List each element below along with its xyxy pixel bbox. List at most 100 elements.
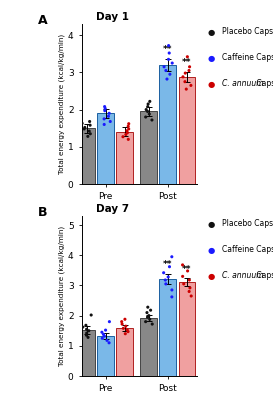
Point — [148, 98, 152, 104]
Point — [102, 116, 106, 122]
Text: B: B — [38, 206, 48, 219]
Point — [165, 76, 169, 82]
Y-axis label: Total energy expenditure (kcal/kg/min): Total energy expenditure (kcal/kg/min) — [58, 226, 65, 366]
Bar — [97, 336, 114, 376]
Text: Day 7: Day 7 — [96, 204, 129, 214]
Point — [149, 307, 153, 313]
Point — [84, 326, 89, 332]
Bar — [117, 328, 133, 376]
Point — [147, 316, 152, 322]
Bar — [78, 128, 95, 184]
Point — [88, 130, 93, 137]
Text: ●: ● — [207, 28, 215, 36]
Text: ●: ● — [207, 220, 215, 228]
Text: ●: ● — [207, 80, 215, 88]
Point — [163, 277, 167, 283]
Point — [87, 328, 91, 334]
Point — [167, 264, 172, 270]
Point — [123, 330, 127, 337]
Point — [150, 321, 155, 327]
Text: ●: ● — [207, 54, 215, 62]
Point — [100, 335, 105, 342]
Point — [187, 277, 192, 283]
Text: Placebo Capsule: Placebo Capsule — [222, 220, 273, 228]
Point — [101, 331, 106, 338]
Bar — [140, 318, 157, 376]
Point — [187, 64, 192, 70]
Point — [164, 67, 168, 74]
Point — [164, 281, 168, 287]
Point — [182, 281, 186, 287]
Bar — [140, 112, 157, 184]
Point — [146, 101, 150, 107]
Text: **: ** — [182, 265, 192, 274]
Text: Day 1: Day 1 — [96, 12, 129, 22]
Point — [103, 108, 107, 114]
Point — [86, 334, 90, 340]
Point — [185, 54, 189, 60]
Point — [126, 136, 130, 142]
Text: Caffeine Capsule: Caffeine Capsule — [222, 54, 273, 62]
Point — [89, 312, 93, 318]
Point — [108, 118, 112, 125]
Point — [126, 123, 130, 130]
Point — [81, 324, 85, 330]
Bar — [117, 132, 133, 184]
Point — [121, 325, 126, 332]
Point — [145, 310, 149, 316]
Point — [121, 134, 125, 140]
Text: Capsule: Capsule — [254, 272, 273, 280]
Point — [167, 42, 171, 49]
Point — [80, 120, 84, 126]
Point — [180, 262, 185, 268]
Point — [144, 106, 148, 113]
Point — [88, 122, 92, 128]
Point — [166, 56, 171, 62]
Point — [181, 74, 185, 80]
Point — [107, 110, 111, 116]
Point — [100, 329, 104, 336]
Point — [144, 318, 148, 325]
Point — [146, 304, 150, 310]
Point — [107, 340, 111, 346]
Text: Placebo Capsule: Placebo Capsule — [222, 28, 273, 36]
Bar — [179, 77, 195, 184]
Point — [189, 293, 193, 299]
Text: Caffeine Capsule: Caffeine Capsule — [222, 246, 273, 254]
Point — [150, 117, 154, 123]
Point — [145, 314, 150, 320]
Point — [127, 120, 131, 127]
Point — [124, 131, 128, 138]
Point — [103, 105, 107, 112]
Point — [84, 332, 89, 338]
Point — [87, 128, 91, 134]
Point — [84, 322, 88, 328]
Text: C. annuum: C. annuum — [222, 272, 264, 280]
Point — [102, 121, 106, 128]
Point — [146, 108, 150, 115]
Text: **: ** — [163, 45, 173, 54]
Point — [126, 126, 131, 132]
Point — [166, 274, 170, 280]
Point — [82, 126, 86, 132]
Point — [180, 273, 185, 280]
Point — [123, 316, 127, 322]
Point — [125, 327, 129, 333]
Point — [102, 104, 107, 110]
Bar — [97, 113, 114, 184]
Point — [162, 64, 166, 70]
Point — [106, 113, 111, 120]
Point — [125, 128, 129, 134]
Point — [144, 114, 148, 120]
Point — [107, 318, 112, 325]
Text: ●: ● — [207, 272, 215, 280]
Point — [105, 337, 109, 344]
Point — [170, 254, 174, 260]
Point — [124, 323, 128, 329]
Point — [185, 268, 190, 274]
Text: **: ** — [182, 58, 192, 67]
Point — [120, 321, 124, 327]
Point — [85, 330, 89, 336]
Text: Capsule: Capsule — [254, 80, 273, 88]
Text: ●: ● — [207, 246, 215, 254]
